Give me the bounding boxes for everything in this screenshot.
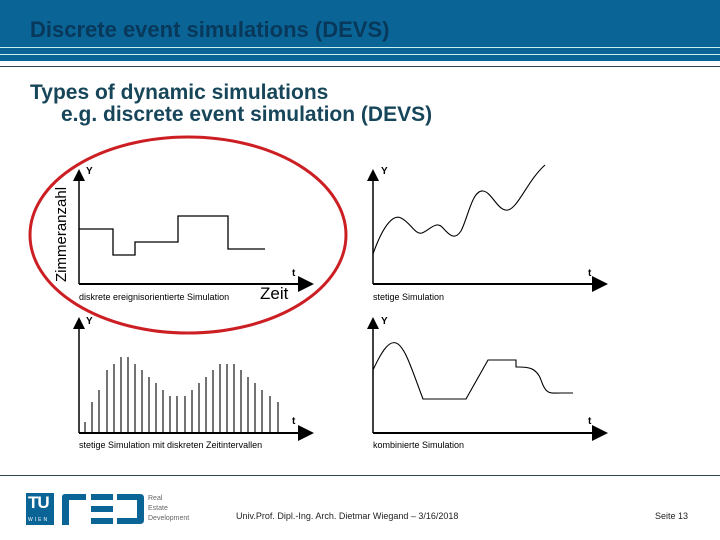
logo-wien-text: WIEN xyxy=(28,517,50,523)
chart-combined xyxy=(367,317,608,441)
footer-author-date: Univ.Prof. Dipl.-Ing. Arch. Dietmar Wieg… xyxy=(236,511,459,521)
footer-rule xyxy=(0,475,720,476)
highlight-ellipse xyxy=(28,135,348,335)
tu-wien-logo: TU WIEN xyxy=(26,493,54,525)
subtitle-line-1: Types of dynamic simulations xyxy=(30,81,329,104)
chart-continuous xyxy=(367,164,608,292)
y-axis-label: Y xyxy=(381,166,388,177)
room-count-annotation: Zimmeranzahl xyxy=(53,186,70,282)
header-divider xyxy=(0,47,720,48)
title-rule xyxy=(0,66,720,67)
x-axis-label: t xyxy=(588,268,592,279)
logo-subtitle: Real Estate Development xyxy=(148,494,189,524)
y-axis-label: Y xyxy=(381,316,388,327)
header-bar xyxy=(0,0,720,61)
logo-line: Estate xyxy=(148,505,168,512)
red-logo xyxy=(62,494,144,525)
logo-tu-text: TU xyxy=(28,493,50,512)
logo-line: Real xyxy=(148,495,163,502)
header-divider xyxy=(0,54,720,55)
time-annotation: Zeit xyxy=(260,284,289,303)
chart-caption: stetige Simulation xyxy=(373,292,445,302)
page-number: Seite 13 xyxy=(655,511,689,521)
subtitle-line-2: e.g. discrete event simulation (DEVS) xyxy=(61,103,433,126)
chart-caption: kombinierte Simulation xyxy=(373,440,465,450)
x-axis-label: t xyxy=(588,416,592,427)
slide-subtitle: Types of dynamic simulations e.g. discre… xyxy=(30,82,432,126)
chart-caption: stetige Simulation mit diskreten Zeitint… xyxy=(79,440,263,450)
chart-discrete-event xyxy=(73,169,314,292)
x-axis-label: t xyxy=(292,268,296,279)
x-axis-label: t xyxy=(292,416,296,427)
y-axis-label: Y xyxy=(86,316,93,327)
chart-sampled xyxy=(73,317,314,441)
logo-line: Development xyxy=(148,515,190,522)
chart-caption: diskrete ereignisorientierte Simulation xyxy=(79,292,230,302)
page-title: Discrete event simulations (DEVS) xyxy=(30,17,390,42)
y-axis-label: Y xyxy=(86,166,93,177)
